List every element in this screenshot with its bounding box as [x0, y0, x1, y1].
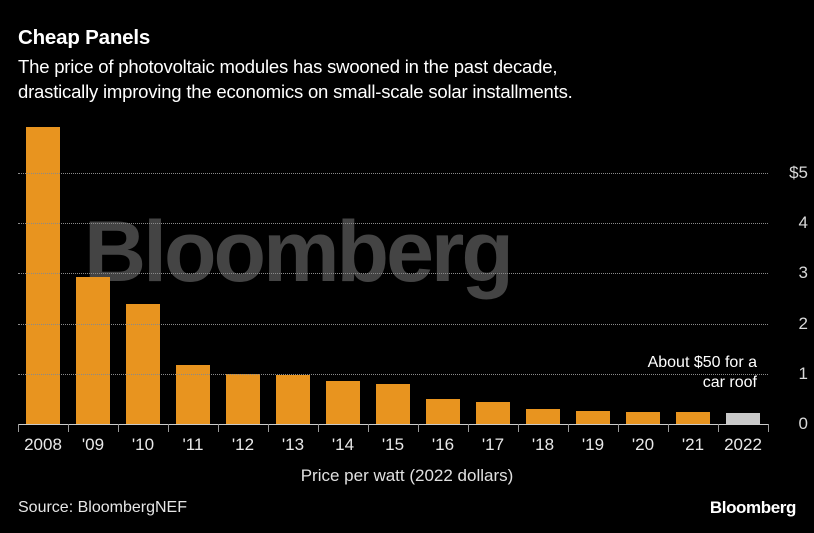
- x-axis-label-15: '15: [381, 435, 405, 454]
- annotation-line-1: About $50 for a: [647, 354, 757, 371]
- bar-12[interactable]: [226, 373, 260, 424]
- bar-14[interactable]: [326, 381, 360, 424]
- subtitle-line-2: drastically improving the economics on s…: [18, 81, 573, 102]
- x-axis-label-2022: 2022: [724, 435, 762, 454]
- y-axis-tick-label: $5: [789, 163, 808, 182]
- y-axis-tick-label: 2: [798, 313, 808, 333]
- x-axis-label-19: '19: [581, 435, 605, 454]
- bar-10[interactable]: [126, 303, 160, 424]
- y-axis-tick-label: 4: [798, 213, 808, 233]
- gridline: [18, 223, 768, 225]
- x-axis-label-12: '12: [231, 435, 255, 454]
- x-axis: 2008 '09 '10 '11 '12 '13 '14 '15 '16 '17 '18 '19 '20…: [18, 424, 769, 464]
- bar-2022[interactable]: [726, 412, 760, 424]
- bar-19[interactable]: [576, 411, 610, 424]
- x-axis-label-14: '14: [331, 435, 355, 454]
- annotation-car-roof: About $50 for a car roof: [547, 353, 757, 393]
- bar-21[interactable]: [676, 412, 710, 424]
- x-axis-tick-mark: [118, 424, 119, 432]
- y-axis-tick-label: 1: [798, 363, 808, 383]
- bar-20[interactable]: [626, 412, 660, 424]
- x-axis-tick-mark: [768, 424, 769, 432]
- bloomberg-logo: Bloomberg: [709, 498, 797, 517]
- x-axis-label-21: '21: [681, 435, 705, 454]
- plot-area: [18, 120, 768, 425]
- x-axis-tick-mark: [168, 424, 169, 432]
- page-title: Cheap Panels: [18, 26, 151, 49]
- bar-17[interactable]: [476, 401, 510, 424]
- x-axis-tick-mark: [218, 424, 219, 432]
- x-axis-label-13: '13: [281, 435, 305, 454]
- bar-13[interactable]: [276, 375, 310, 424]
- x-axis-tick-mark: [368, 424, 369, 432]
- source-label: Source: BloombergNEF: [18, 499, 187, 516]
- y-axis-tick-label: 3: [798, 263, 808, 283]
- x-axis-label-20: '20: [631, 435, 655, 454]
- x-axis-label-09: '09: [81, 435, 105, 454]
- x-axis-title: Price per watt (2022 dollars): [300, 466, 514, 485]
- x-axis-tick-mark: [718, 424, 719, 432]
- x-axis-label-16: '16: [431, 435, 455, 454]
- x-axis-tick-mark: [468, 424, 469, 432]
- gridline: [18, 373, 768, 375]
- axis-zero-line: [18, 424, 768, 425]
- x-axis-label-10: '10: [131, 435, 155, 454]
- x-axis-tick-mark: [68, 424, 69, 432]
- gridline: [18, 323, 768, 325]
- x-axis-tick-mark: [318, 424, 319, 432]
- bar-16[interactable]: [426, 398, 460, 424]
- bar-2008[interactable]: [26, 126, 60, 424]
- bar-15[interactable]: [376, 383, 410, 424]
- gridline: [18, 273, 768, 275]
- bar-11[interactable]: [176, 365, 210, 424]
- x-axis-label-18: '18: [531, 435, 555, 454]
- x-axis-label-17: '17: [481, 435, 505, 454]
- x-axis-tick-mark: [418, 424, 419, 432]
- annotation-line-2: car roof: [702, 374, 757, 391]
- subtitle-line-1: The price of photovoltaic modules has sw…: [18, 56, 558, 77]
- x-axis-tick-mark: [568, 424, 569, 432]
- x-axis-label-11: '11: [182, 435, 204, 454]
- x-axis-tick-mark: [268, 424, 269, 432]
- x-axis-tick-mark: [618, 424, 619, 432]
- bar-18[interactable]: [526, 408, 560, 424]
- x-axis-label-2008: 2008: [24, 435, 62, 454]
- gridline: [18, 173, 768, 174]
- x-axis-tick-mark: [18, 424, 19, 432]
- x-axis-tick-mark: [518, 424, 519, 432]
- x-axis-tick-mark: [668, 424, 669, 432]
- bar-09[interactable]: [76, 277, 110, 424]
- y-axis-tick-label: 0: [798, 414, 808, 433]
